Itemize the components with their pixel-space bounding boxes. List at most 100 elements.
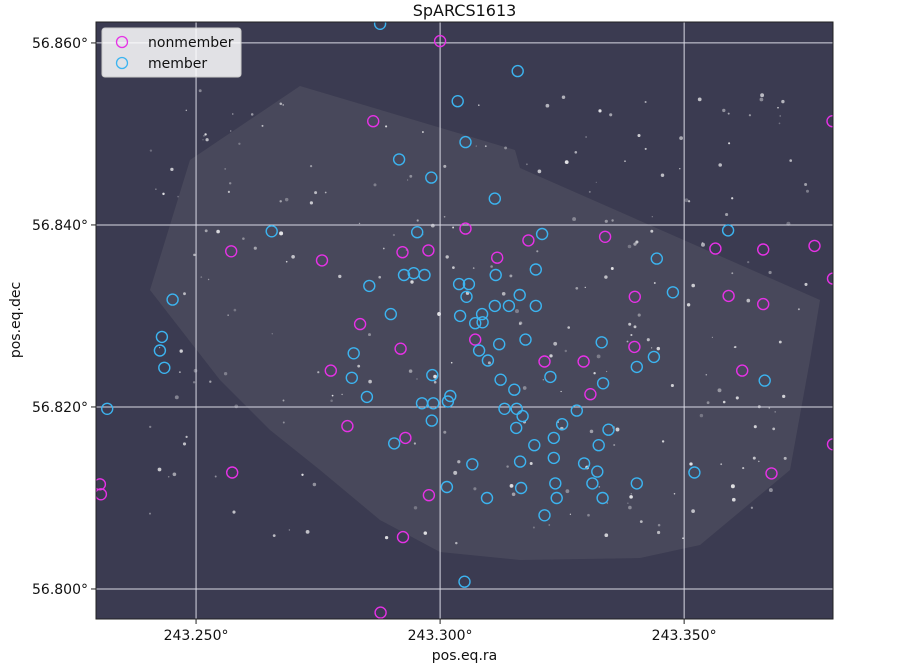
background-source [167,475,170,478]
background-source [509,274,513,278]
nonmember-point [598,230,612,244]
nonmember-point [584,388,597,401]
background-source [410,280,414,284]
background-source [778,122,781,125]
background-source [182,442,187,446]
background-source [750,506,754,509]
background-source [684,198,689,203]
background-source [234,404,239,409]
background-source [157,467,162,472]
member-point [363,279,376,293]
background-source [518,322,522,326]
nonmember-point [224,245,238,258]
background-source [416,219,419,222]
background-source [455,541,458,545]
member-point [392,153,406,166]
member-point [602,423,615,436]
nonmember-point [469,333,482,346]
background-source [660,173,665,178]
member-point [425,414,438,427]
member-point [666,286,680,299]
background-source [170,167,174,172]
member-point [630,360,643,374]
background-source [778,340,782,344]
member-point [418,268,431,282]
background-source [572,217,577,222]
background-source [223,372,228,376]
member-point [513,455,527,468]
background-source [501,291,506,296]
background-source [331,394,334,397]
background-source [806,189,809,193]
member-point [758,374,771,387]
background-source [768,407,771,409]
background-source [564,160,569,165]
background-source [443,215,446,218]
member-point [721,224,735,237]
plot-frame [95,21,834,620]
background-source [487,361,491,365]
background-source [509,484,514,488]
background-source [753,425,757,429]
background-source [309,201,313,205]
background-source [537,169,542,174]
nonmember-point [459,222,472,235]
background-source [465,291,470,295]
background-source [772,427,776,431]
background-source [291,254,295,259]
member-point [441,395,455,408]
member-point [388,437,401,450]
background-source [532,526,535,529]
background-source [630,493,632,495]
background-source [604,533,609,538]
background-source [722,400,726,404]
background-source [627,502,629,504]
background-source [312,482,317,487]
member-point [384,307,397,321]
background-source [261,124,264,127]
background-source [768,270,772,275]
background-source [282,399,285,402]
background-source [598,109,602,113]
background-source [408,369,413,373]
background-source [575,286,579,290]
background-source [185,435,188,439]
member-point [688,466,701,479]
background-source [549,354,553,358]
background-source [679,136,683,140]
legend: nonmember member [101,27,242,78]
member-point [397,268,411,282]
background-source [484,145,487,148]
member-point [265,225,278,238]
member-point [549,477,562,490]
background-source [615,427,620,432]
nonmember-point [96,488,108,501]
member-point [411,225,424,239]
background-source [232,510,236,514]
nonmember-point [826,272,833,285]
background-source [511,492,516,497]
background-source [177,195,179,198]
background-source [450,361,453,364]
y-tick-label: 56.820° [32,400,88,416]
member-point [476,316,489,329]
background-source [209,380,212,383]
background-source [637,313,641,317]
member-point [502,299,516,313]
x-axis-label: pos.eq.ra [432,648,497,664]
member-point [547,451,560,465]
background-source [368,379,372,384]
nonmember-point [225,466,239,479]
background-source [605,370,608,373]
background-source [768,488,773,493]
background-source [193,253,196,257]
background-source [561,95,566,100]
background-source [205,138,209,142]
background-source [728,142,731,145]
member-point [555,418,569,431]
background-source [433,374,437,379]
background-source [475,145,477,147]
background-source [214,475,217,478]
background-source [656,346,661,351]
nonmember-point [394,342,407,355]
